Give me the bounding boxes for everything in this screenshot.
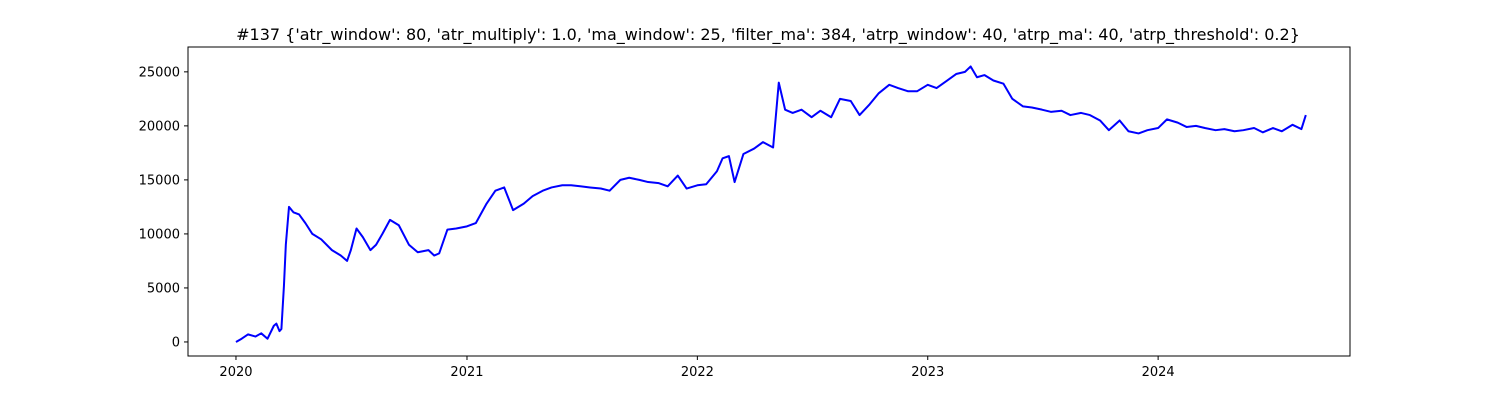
- y-tick-label: 0: [172, 335, 180, 350]
- x-tick-label: 2023: [911, 365, 944, 380]
- x-tick-label: 2020: [219, 365, 252, 380]
- axes-frame: [187, 46, 1351, 357]
- y-tick-label: 25000: [139, 65, 180, 80]
- y-tick-label: 15000: [139, 173, 180, 188]
- series-line: [235, 65, 1307, 343]
- y-tick-label: 10000: [139, 227, 180, 242]
- x-axis: 2020 2021 2022 2023 2024: [219, 356, 1175, 380]
- x-tick-label: 2024: [1142, 365, 1175, 380]
- x-tick-label: 2022: [681, 365, 714, 380]
- chart-title: #137 {'atr_window': 80, 'atr_multiply': …: [236, 25, 1300, 45]
- y-tick-label: 5000: [147, 281, 180, 296]
- plot-area: [235, 65, 1307, 343]
- x-tick-label: 2021: [450, 365, 483, 380]
- y-tick-label: 20000: [139, 119, 180, 134]
- y-axis: 0 5000 10000 15000 20000 25000: [139, 65, 188, 350]
